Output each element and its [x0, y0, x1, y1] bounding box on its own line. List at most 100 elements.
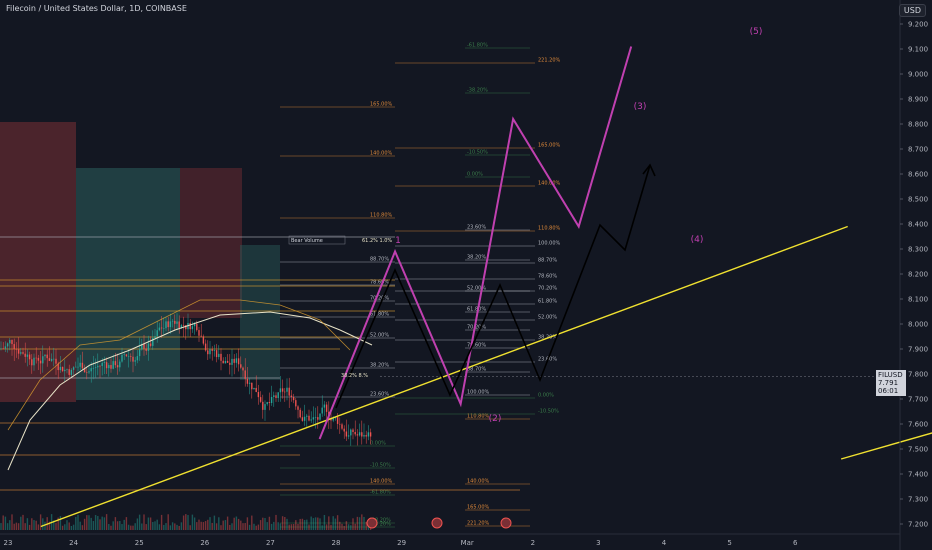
candle-body: [215, 350, 218, 358]
volume-bar: [77, 514, 79, 530]
fib-label: 52.00%: [467, 286, 486, 292]
volume-bar: [39, 514, 42, 530]
volume-bar: [288, 524, 290, 530]
volume-bar: [22, 514, 24, 530]
candle-body: [75, 366, 77, 368]
volume-bar: [136, 518, 139, 530]
volume-bar: [273, 521, 275, 530]
candle-body: [134, 360, 136, 362]
volume-bar: [9, 520, 11, 530]
volume-bar: [356, 516, 359, 530]
volume-bar: [292, 524, 295, 530]
volume-bar: [97, 516, 99, 530]
volume-bar: [61, 525, 64, 530]
fib-label: -38.20%: [467, 88, 488, 94]
candle-body: [20, 352, 22, 354]
y-tick-label: 8.000: [908, 321, 928, 329]
elliott-primary-path: [318, 46, 633, 440]
volume-bar: [28, 524, 31, 530]
candle-body: [224, 360, 227, 364]
candle-body: [37, 357, 40, 361]
x-tick-label: 24: [69, 539, 78, 547]
volume-bar: [352, 518, 354, 530]
candle-body: [341, 424, 343, 429]
candle-body: [306, 415, 308, 417]
candle-body: [358, 432, 361, 436]
candle-body: [196, 323, 198, 331]
candle-body: [180, 325, 183, 328]
volume-bar: [191, 514, 194, 530]
volume-bar: [130, 525, 132, 530]
candle-body: [213, 350, 216, 351]
fib-label: 0.00%: [370, 441, 386, 447]
candle-body: [207, 350, 209, 355]
x-tick-label: 6: [793, 539, 798, 547]
fib-label: 78.60%: [370, 280, 389, 286]
volume-bar: [211, 522, 213, 530]
volume-bar: [202, 522, 205, 530]
volume-bar: [275, 514, 277, 530]
candle-body: [237, 358, 240, 365]
volume-bar: [103, 517, 106, 530]
fib-label: 61.80%: [467, 307, 486, 313]
candle-body: [251, 382, 253, 390]
fib-label: 110.80%: [538, 226, 560, 232]
volume-bar: [59, 516, 62, 530]
candle-body: [209, 349, 211, 355]
y-tick-label: 8.700: [908, 146, 928, 154]
volume-bar: [35, 520, 37, 530]
volume-bar: [83, 518, 86, 530]
volume-bar: [213, 515, 216, 530]
candle-body: [204, 343, 207, 351]
candle-body: [325, 404, 328, 412]
symbol-title: Filecoin / United States Dollar, 1D, COI…: [6, 4, 187, 13]
volume-bar: [152, 521, 154, 530]
fib-label: 52.00%: [370, 333, 389, 339]
candle-body: [253, 387, 255, 390]
candle-body: [64, 369, 66, 372]
fib-label: 78.60%: [538, 274, 557, 280]
volume-bar: [17, 523, 20, 530]
candle-body: [99, 365, 101, 367]
candle-body: [292, 397, 295, 401]
candle-body: [94, 367, 97, 369]
candle-body: [149, 343, 152, 346]
x-axis: 23 24 25 26 27 28 29 Mar 2 3 4 5 6: [0, 533, 900, 547]
volume-bar: [4, 516, 7, 530]
candle-body: [61, 366, 64, 372]
volume-bar: [264, 518, 266, 530]
y-tick-label: 7.600: [908, 421, 928, 429]
candle-body: [114, 361, 117, 366]
volume-bar: [339, 521, 341, 530]
candle-body: [116, 365, 119, 368]
candle-body: [77, 366, 79, 368]
volume-bar: [266, 522, 268, 530]
volume-bar: [147, 517, 150, 530]
candle-body: [9, 339, 11, 344]
volume-bar: [64, 524, 66, 530]
volume-bar: [317, 517, 319, 530]
volume-bar: [363, 516, 365, 530]
candle-body: [248, 382, 251, 384]
volume-bar: [334, 518, 337, 530]
candle-body: [266, 402, 268, 405]
volume-bar: [176, 524, 178, 530]
volume-bar: [281, 516, 284, 530]
volume-bar: [224, 520, 227, 530]
volume-bar: [110, 525, 112, 530]
candle-body: [290, 395, 293, 398]
price-tag-symbol-value: FILUSD 7.791: [878, 371, 903, 387]
volume-bar: [332, 516, 334, 530]
currency-button[interactable]: USD: [898, 4, 926, 17]
fib-label: 88.70%: [467, 367, 486, 373]
volume-bar: [295, 520, 297, 530]
volume-bar: [193, 517, 196, 530]
candle-body: [55, 358, 57, 364]
volume-bar: [365, 521, 367, 530]
volume-bar: [231, 523, 233, 530]
volume-bar: [233, 517, 235, 530]
volume-bar: [156, 519, 158, 530]
volume-bar: [251, 515, 253, 530]
event-icon: [431, 517, 443, 529]
